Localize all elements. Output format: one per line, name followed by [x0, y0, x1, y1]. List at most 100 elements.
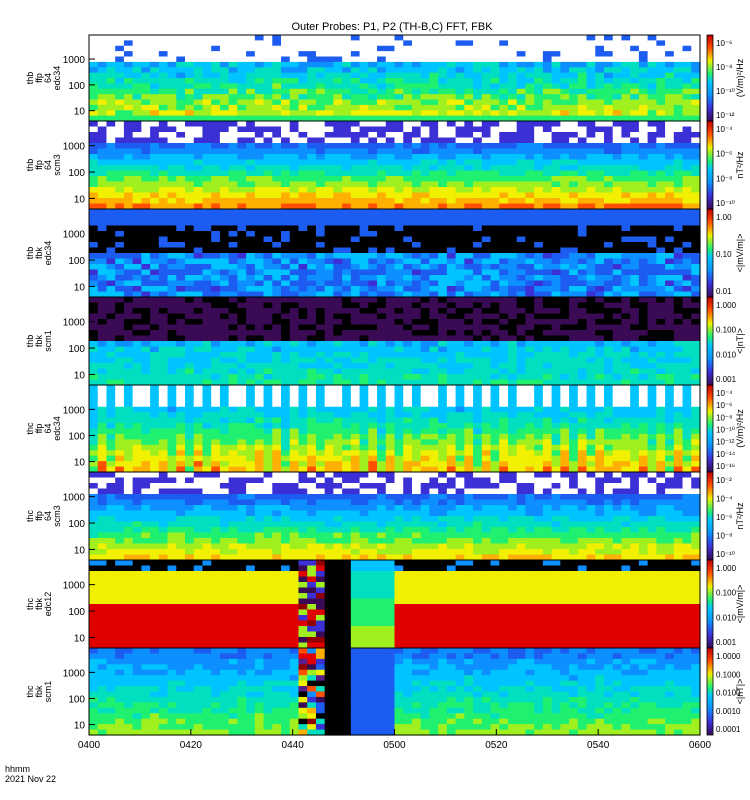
spectrogram-cell	[490, 165, 500, 172]
spectrogram-cell	[638, 159, 649, 166]
spectrogram-cell	[490, 83, 500, 90]
spectrogram-cell	[577, 99, 588, 106]
spectrogram-cell	[455, 78, 465, 84]
spectrogram-cell	[150, 363, 160, 370]
spectrogram-cell	[307, 94, 317, 101]
spectrogram-cell	[342, 379, 352, 386]
spectrogram-cell	[307, 374, 317, 381]
spectrogram-cell	[132, 56, 142, 63]
spectrogram-cell	[569, 104, 579, 111]
spectrogram-cell	[219, 264, 230, 271]
spectrogram-cell	[377, 346, 387, 353]
spectrogram-cell	[507, 115, 518, 122]
spectrogram-cell	[595, 302, 605, 309]
spectrogram-cell	[333, 247, 343, 254]
spectrogram-cell	[586, 176, 596, 183]
spectrogram-cell	[211, 444, 221, 451]
spectrogram-cell	[403, 275, 413, 282]
spectrogram-cell	[106, 466, 116, 473]
spectrogram-cell	[403, 45, 413, 52]
spectrogram-cell	[246, 40, 256, 47]
spectrogram-cell	[647, 379, 657, 386]
spectrogram-cell	[123, 417, 134, 424]
spectrogram-cell	[97, 45, 108, 52]
spectrogram-cell	[438, 286, 448, 293]
spectrogram-cell	[569, 88, 579, 95]
spectrogram-cell	[403, 324, 413, 331]
spectrogram-cell	[595, 67, 605, 74]
spectrogram-cell	[490, 280, 500, 287]
spectrogram-cell	[473, 242, 483, 249]
spectrogram-cell	[141, 35, 151, 41]
spectrogram-cell	[132, 40, 142, 47]
spectrogram-cell	[246, 35, 256, 41]
spectrogram-cell	[638, 368, 649, 375]
spectrogram-cell	[499, 302, 509, 309]
spectrogram-cell	[123, 313, 134, 320]
spectrogram-cell	[219, 423, 230, 430]
spectrogram-cell	[106, 181, 116, 188]
spectrogram-cell	[298, 385, 308, 392]
spectrogram-cell	[673, 363, 684, 370]
spectrogram-cell	[193, 209, 204, 216]
spectrogram-cell	[411, 291, 422, 298]
spectrogram-cell	[481, 83, 492, 90]
spectrogram-cell	[394, 83, 404, 90]
spectrogram-cell	[368, 40, 378, 47]
spectrogram-cell	[446, 302, 457, 309]
spectrogram-cell	[507, 203, 518, 210]
spectrogram-cell	[211, 192, 221, 199]
spectrogram-cell	[263, 137, 273, 144]
spectrogram-cell	[141, 187, 151, 194]
spectrogram-cell	[97, 406, 108, 413]
spectrogram-cell	[411, 341, 422, 348]
spectrogram-cell	[289, 88, 300, 95]
spectrogram-cell	[385, 45, 396, 52]
spectrogram-cell	[621, 154, 631, 161]
spectrogram-cell	[638, 341, 649, 348]
spectrogram-cell	[542, 181, 553, 188]
spectrogram-cell	[411, 170, 422, 177]
spectrogram-cell	[193, 275, 204, 282]
spectrogram-cell	[176, 51, 186, 58]
spectrogram-cell	[551, 297, 561, 304]
spectrogram-cell	[542, 165, 553, 172]
spectrogram-cell	[219, 385, 230, 392]
spectrogram-cell	[647, 352, 657, 359]
spectrogram-cell	[603, 110, 614, 117]
spectrogram-cell	[516, 132, 527, 139]
spectrogram-cell	[350, 121, 361, 128]
spectrogram-cell	[438, 302, 448, 309]
spectrogram-cell	[464, 72, 474, 79]
spectrogram-cell	[560, 209, 570, 216]
spectrogram-cell	[542, 225, 553, 232]
spectrogram-cell	[525, 110, 535, 117]
spectrogram-cell	[560, 35, 570, 41]
spectrogram-cell	[420, 35, 431, 41]
spectrogram-cell	[211, 324, 221, 331]
spectrogram-cell	[167, 264, 177, 271]
spectrogram-cell	[438, 181, 448, 188]
spectrogram-cell	[263, 406, 273, 413]
spectrogram-cell	[202, 374, 212, 381]
spectrogram-cell	[542, 192, 553, 199]
spectrogram-cell	[263, 417, 273, 424]
spectrogram-cell	[115, 433, 125, 440]
spectrogram-cell	[150, 319, 160, 326]
spectrogram-cell	[272, 192, 282, 199]
spectrogram-cell	[176, 412, 186, 419]
spectrogram-cell	[132, 423, 142, 430]
spectrogram-cell	[263, 341, 273, 348]
spectrogram-cell	[106, 324, 116, 331]
spectrogram-cell	[211, 455, 221, 462]
spectrogram-cell	[368, 236, 378, 243]
spectrogram-cell	[263, 275, 273, 282]
spectrogram-cell	[603, 209, 614, 216]
spectrogram-cell	[438, 209, 448, 216]
spectrogram-cell	[446, 357, 457, 364]
spectrogram-cell	[315, 198, 326, 205]
spectrogram-cell	[595, 132, 605, 139]
spectrogram-cell	[560, 115, 570, 122]
spectrogram-cell	[551, 78, 561, 84]
spectrogram-cell	[176, 444, 186, 451]
